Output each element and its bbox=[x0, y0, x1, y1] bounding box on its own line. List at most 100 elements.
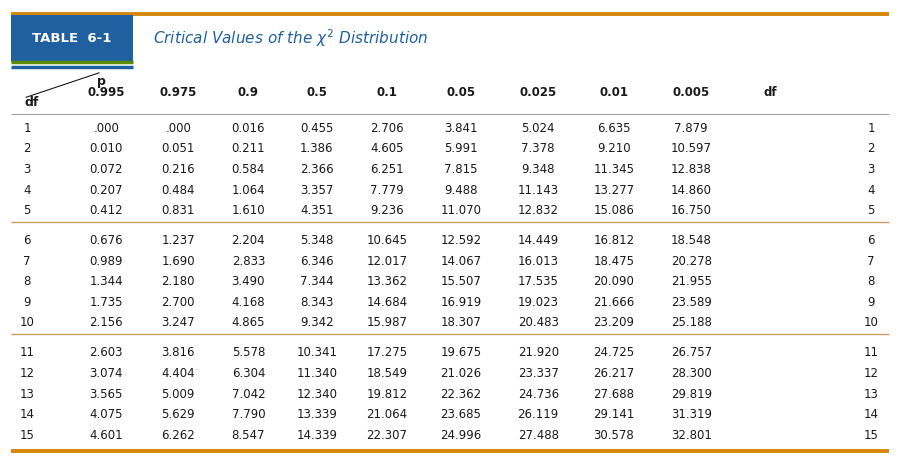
Text: 12: 12 bbox=[864, 367, 878, 380]
Text: 21.666: 21.666 bbox=[593, 296, 634, 309]
Text: 12.592: 12.592 bbox=[440, 234, 482, 247]
Text: 3: 3 bbox=[23, 163, 31, 176]
Text: 23.685: 23.685 bbox=[440, 408, 482, 421]
Text: 5.024: 5.024 bbox=[521, 122, 555, 135]
Text: 10.341: 10.341 bbox=[296, 346, 338, 360]
Text: 7.790: 7.790 bbox=[231, 408, 266, 421]
Text: 20.278: 20.278 bbox=[670, 254, 712, 268]
Text: 3.841: 3.841 bbox=[444, 122, 478, 135]
Text: 22.362: 22.362 bbox=[440, 388, 482, 401]
Text: 5: 5 bbox=[23, 204, 31, 217]
Text: 5.578: 5.578 bbox=[231, 346, 266, 360]
Text: 15: 15 bbox=[20, 429, 34, 442]
Text: 4.404: 4.404 bbox=[161, 367, 195, 380]
Text: 8.547: 8.547 bbox=[231, 429, 266, 442]
Text: 0.676: 0.676 bbox=[89, 234, 123, 247]
Text: 4.601: 4.601 bbox=[89, 429, 123, 442]
Text: 2.706: 2.706 bbox=[370, 122, 404, 135]
Text: 0.05: 0.05 bbox=[446, 86, 475, 99]
Text: 10: 10 bbox=[20, 317, 34, 330]
Text: 2.700: 2.700 bbox=[161, 296, 195, 309]
Text: 2.156: 2.156 bbox=[89, 317, 123, 330]
Text: TABLE  6-1: TABLE 6-1 bbox=[32, 32, 112, 45]
Text: 0.010: 0.010 bbox=[89, 142, 123, 155]
Text: 8.343: 8.343 bbox=[300, 296, 334, 309]
Text: 4.605: 4.605 bbox=[370, 142, 404, 155]
Text: 5.348: 5.348 bbox=[300, 234, 334, 247]
Text: 12.340: 12.340 bbox=[296, 388, 338, 401]
Text: 16.013: 16.013 bbox=[518, 254, 559, 268]
Text: 6.635: 6.635 bbox=[597, 122, 631, 135]
Text: 2: 2 bbox=[23, 142, 31, 155]
Text: 6: 6 bbox=[23, 234, 31, 247]
Text: 7.779: 7.779 bbox=[370, 183, 404, 197]
Text: 23.209: 23.209 bbox=[593, 317, 634, 330]
Text: 0.207: 0.207 bbox=[89, 183, 123, 197]
Text: 0.9: 0.9 bbox=[238, 86, 259, 99]
Text: 12: 12 bbox=[20, 367, 34, 380]
Text: 0.831: 0.831 bbox=[161, 204, 195, 217]
Text: 1: 1 bbox=[23, 122, 31, 135]
Text: 24.725: 24.725 bbox=[593, 346, 634, 360]
Text: 1.064: 1.064 bbox=[231, 183, 266, 197]
Text: 9.488: 9.488 bbox=[444, 183, 478, 197]
Text: 9.342: 9.342 bbox=[300, 317, 334, 330]
Text: 12.838: 12.838 bbox=[670, 163, 712, 176]
Text: 15.987: 15.987 bbox=[366, 317, 408, 330]
Text: 19.675: 19.675 bbox=[440, 346, 482, 360]
Text: 1.237: 1.237 bbox=[161, 234, 195, 247]
Text: 10.597: 10.597 bbox=[670, 142, 712, 155]
Text: 2.366: 2.366 bbox=[300, 163, 334, 176]
Text: 15.086: 15.086 bbox=[593, 204, 634, 217]
Text: 8: 8 bbox=[868, 275, 875, 288]
Text: 0.484: 0.484 bbox=[161, 183, 195, 197]
Text: 7.378: 7.378 bbox=[521, 142, 555, 155]
Text: 4.075: 4.075 bbox=[89, 408, 123, 421]
Text: 13.362: 13.362 bbox=[366, 275, 408, 288]
Text: 3.357: 3.357 bbox=[300, 183, 334, 197]
Text: 27.688: 27.688 bbox=[593, 388, 634, 401]
Text: 14.860: 14.860 bbox=[670, 183, 712, 197]
Text: 24.996: 24.996 bbox=[440, 429, 482, 442]
Text: 1: 1 bbox=[868, 122, 875, 135]
Text: 0.584: 0.584 bbox=[231, 163, 266, 176]
Text: 0.005: 0.005 bbox=[672, 86, 710, 99]
Text: 13: 13 bbox=[864, 388, 878, 401]
Text: 9.236: 9.236 bbox=[370, 204, 404, 217]
Text: 16.812: 16.812 bbox=[593, 234, 634, 247]
Text: 2.204: 2.204 bbox=[231, 234, 266, 247]
Text: 4.865: 4.865 bbox=[231, 317, 266, 330]
Text: 3.816: 3.816 bbox=[161, 346, 195, 360]
Text: 7.879: 7.879 bbox=[674, 122, 708, 135]
Text: 4: 4 bbox=[23, 183, 31, 197]
Text: 21.026: 21.026 bbox=[440, 367, 482, 380]
Text: 20.483: 20.483 bbox=[518, 317, 559, 330]
Text: 27.488: 27.488 bbox=[518, 429, 559, 442]
Text: 1.610: 1.610 bbox=[231, 204, 266, 217]
Text: 6.251: 6.251 bbox=[370, 163, 404, 176]
Text: 11.340: 11.340 bbox=[296, 367, 338, 380]
Text: 18.548: 18.548 bbox=[670, 234, 712, 247]
Text: 5.991: 5.991 bbox=[444, 142, 478, 155]
Text: df: df bbox=[763, 86, 778, 99]
Text: 25.188: 25.188 bbox=[670, 317, 712, 330]
Text: 2.603: 2.603 bbox=[89, 346, 123, 360]
Text: 11.070: 11.070 bbox=[440, 204, 482, 217]
Text: 7.042: 7.042 bbox=[231, 388, 266, 401]
Text: 6.304: 6.304 bbox=[231, 367, 266, 380]
Text: 9: 9 bbox=[23, 296, 31, 309]
Text: 13.277: 13.277 bbox=[593, 183, 634, 197]
Text: 14: 14 bbox=[20, 408, 34, 421]
Text: 30.578: 30.578 bbox=[593, 429, 634, 442]
Text: 16.919: 16.919 bbox=[440, 296, 482, 309]
Text: 10: 10 bbox=[864, 317, 878, 330]
Text: 0.211: 0.211 bbox=[231, 142, 266, 155]
Text: 6.262: 6.262 bbox=[161, 429, 195, 442]
Text: 4.168: 4.168 bbox=[231, 296, 266, 309]
Text: Critical Values of the $\chi^2$ Distribution: Critical Values of the $\chi^2$ Distribu… bbox=[153, 28, 428, 49]
Text: 17.275: 17.275 bbox=[366, 346, 408, 360]
Text: 22.307: 22.307 bbox=[366, 429, 408, 442]
Text: 5.009: 5.009 bbox=[161, 388, 195, 401]
Text: 28.300: 28.300 bbox=[670, 367, 712, 380]
Text: .000: .000 bbox=[94, 122, 119, 135]
